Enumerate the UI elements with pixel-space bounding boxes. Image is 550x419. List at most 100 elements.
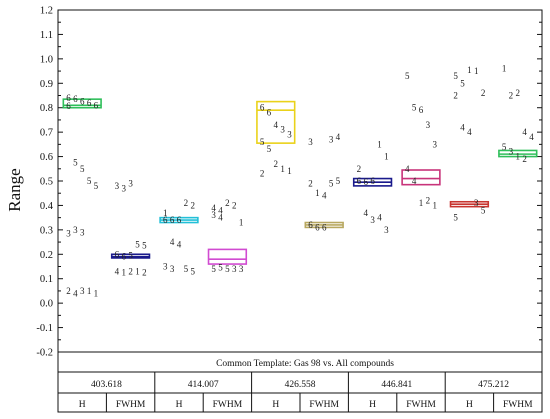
point-label: 6 xyxy=(170,215,175,225)
y-tick-label: 1.0 xyxy=(40,54,53,65)
box-414.007-FWHM xyxy=(207,248,248,265)
point-label: 5 xyxy=(80,164,85,174)
point-label: 6 xyxy=(115,249,120,259)
point-label: 2 xyxy=(274,159,279,169)
point-label: 2 xyxy=(453,91,458,101)
point-label: 5 xyxy=(218,263,223,273)
point-label: 6 xyxy=(66,101,71,111)
point-label: 4 xyxy=(467,127,472,137)
box-446.841-FWHM xyxy=(401,169,441,186)
point-label: 1 xyxy=(419,198,424,208)
point-label: 4 xyxy=(363,208,368,218)
point-label: 3 xyxy=(287,130,292,140)
point-label: 4 xyxy=(211,203,216,213)
point-label: 4 xyxy=(377,213,382,223)
y-tick-label: 0.2 xyxy=(40,250,53,261)
point-label: 3 xyxy=(474,198,479,208)
point-label: 3 xyxy=(232,264,237,274)
point-label: 3 xyxy=(308,137,313,147)
point-label: 5 xyxy=(336,176,341,186)
y-axis: -0.2 -0.1 0.0 0.1 0.2 0.3 0.4 0.5 0.6 0.7 0.8 0.9 1.… xyxy=(36,6,542,359)
point-label: 5 xyxy=(128,251,133,261)
point-label: 3 xyxy=(163,262,168,272)
point-label: 6 xyxy=(80,97,85,107)
category-table: Common Template: Gas 98 vs. All compound… xyxy=(57,351,543,413)
point-label: 3 xyxy=(426,120,431,130)
y-tick-label: 0.6 xyxy=(40,152,53,163)
point-label: 1 xyxy=(377,139,382,149)
subgroup-label: H xyxy=(79,400,86,410)
point-label: 6 xyxy=(73,94,78,104)
box-plots xyxy=(62,98,538,265)
point-label: 5 xyxy=(260,137,265,147)
y-tick-label: 0.8 xyxy=(40,103,53,114)
point-label: 1 xyxy=(432,200,437,210)
point-label: 2 xyxy=(232,200,237,210)
point-label: 3 xyxy=(509,147,514,157)
point-label: 5 xyxy=(460,78,465,88)
point-label: 4 xyxy=(274,120,279,130)
point-label: 5 xyxy=(190,266,195,276)
point-label: 1 xyxy=(384,152,389,162)
point-label: 4 xyxy=(412,176,417,186)
group-label: 426.558 xyxy=(285,380,316,390)
point-label: 4 xyxy=(522,127,527,137)
point-label: 5 xyxy=(453,213,458,223)
point-label: 4 xyxy=(322,191,327,201)
subgroup-label: H xyxy=(176,400,183,410)
point-label: 3 xyxy=(211,210,216,220)
point-label: 3 xyxy=(80,227,85,237)
point-label: 3 xyxy=(170,264,175,274)
point-label: 1 xyxy=(280,164,285,174)
box-426.558-H xyxy=(256,100,296,144)
subgroup-label: FWHM xyxy=(116,400,146,410)
point-label: 5 xyxy=(135,240,140,250)
point-label: 4 xyxy=(170,237,175,247)
point-label: 6 xyxy=(177,215,182,225)
point-label: 6 xyxy=(315,222,320,232)
point-label: 3 xyxy=(239,264,244,274)
point-label: 5 xyxy=(142,241,147,251)
point-label: 4 xyxy=(460,122,465,132)
point-label: 1 xyxy=(87,286,92,296)
point-label: 3 xyxy=(115,181,120,191)
point-label: 5 xyxy=(481,205,486,215)
point-label: 2 xyxy=(509,91,514,101)
point-label: 5 xyxy=(225,264,230,274)
point-label: 6 xyxy=(363,177,368,187)
point-label: 1 xyxy=(239,218,244,228)
point-label: 1 xyxy=(287,166,292,176)
y-tick-label: 0.4 xyxy=(40,201,54,212)
point-label: 4 xyxy=(405,164,410,174)
subgroup-label: H xyxy=(369,400,376,410)
point-label: 5 xyxy=(329,178,334,188)
group-label: 475.212 xyxy=(478,380,509,390)
point-label: 6 xyxy=(260,103,265,113)
point-label: 2 xyxy=(357,164,362,174)
point-label: 3 xyxy=(370,215,375,225)
point-label: 3 xyxy=(80,286,85,296)
subgroup-label: FWHM xyxy=(503,400,533,410)
point-label: 2 xyxy=(516,88,521,98)
point-label: 4 xyxy=(336,132,341,142)
y-tick-label: 0.9 xyxy=(40,79,53,90)
point-label: 2 xyxy=(426,196,431,206)
point-label: 2 xyxy=(142,268,147,278)
point-label: 5 xyxy=(184,264,189,274)
point-label: 1 xyxy=(163,208,168,218)
point-label: 3 xyxy=(73,225,78,235)
subgroup-label: FWHM xyxy=(213,400,243,410)
point-label: 6 xyxy=(267,108,272,118)
y-tick-label: 1.2 xyxy=(40,6,53,17)
category-title: Common Template: Gas 98 vs. All compound… xyxy=(216,359,394,369)
group-label: 403.618 xyxy=(91,380,122,390)
point-label: 1 xyxy=(516,152,521,162)
point-label: 2 xyxy=(184,198,189,208)
point-label: 6 xyxy=(370,176,375,186)
point-label: 3 xyxy=(432,139,437,149)
point-label: 3 xyxy=(384,225,389,235)
point-label: 5 xyxy=(502,142,507,152)
box-403.618-H xyxy=(62,98,102,109)
